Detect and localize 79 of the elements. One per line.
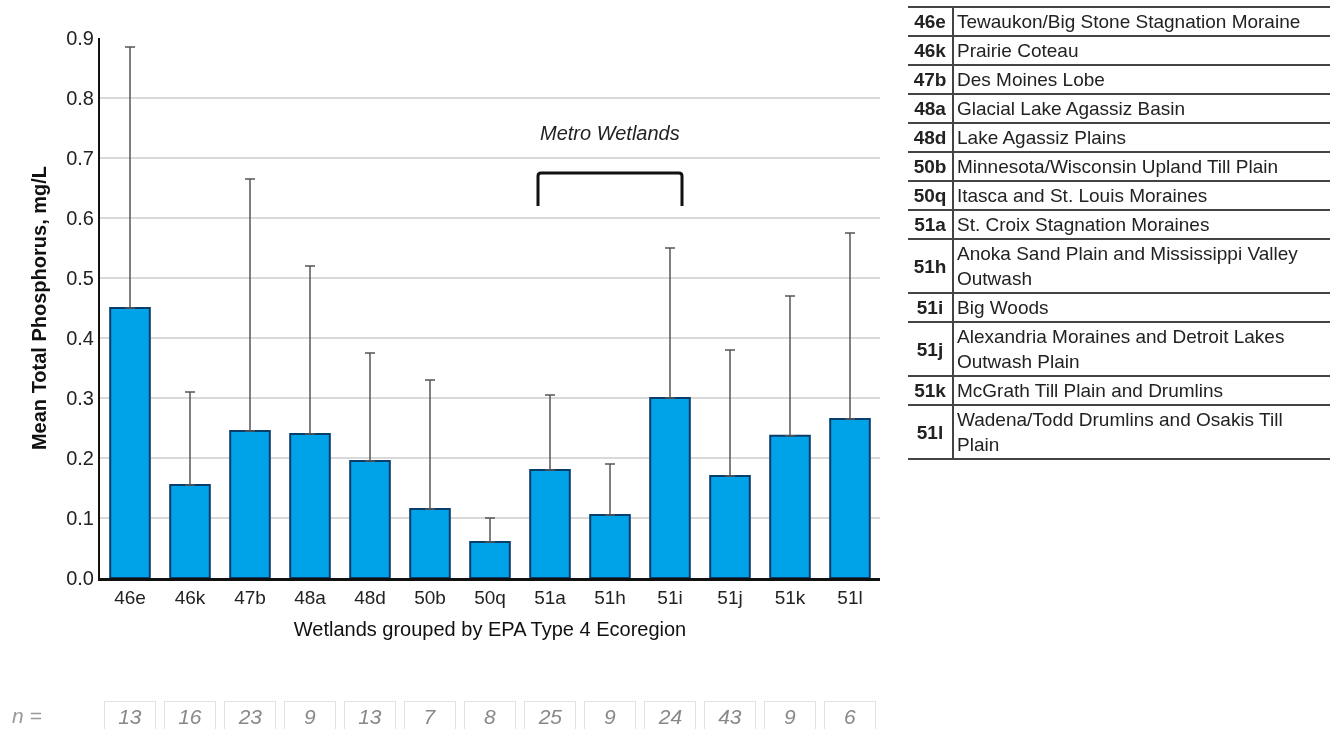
text: 0.0 — [66, 567, 94, 589]
text: 23 — [237, 704, 263, 728]
x-axis-title: Wetlands grouped by EPA Type 4 Ecoregion — [293, 618, 687, 641]
y-tick-label: 0.6 — [66, 207, 94, 229]
bar — [709, 475, 751, 578]
text: 51i — [908, 293, 953, 322]
text: Alexandria Moraines and Detroit Lakes Outwash Plain — [953, 322, 1330, 376]
text: 51a — [908, 210, 953, 239]
text: Anoka Sand Plain and Mississippi Valley Outwash — [953, 239, 1330, 293]
x-tick-label: 50q — [474, 586, 506, 608]
x-tick-label: 47b — [234, 586, 266, 608]
text: 25 — [537, 704, 563, 728]
text: 9 — [784, 704, 796, 728]
bar — [529, 469, 571, 578]
x-tick-label: 48a — [294, 586, 327, 608]
text: 50q — [908, 181, 953, 210]
x-tick-label: 51a — [534, 586, 567, 608]
text: 8 — [484, 704, 496, 728]
bar — [469, 541, 511, 578]
annotation: Metro Wetlands — [540, 122, 680, 144]
x-tick-label: 48d — [354, 586, 386, 608]
x-tick-label: 51i — [657, 586, 683, 608]
x-tick-label: 51j — [717, 586, 743, 608]
text: 48d — [908, 123, 953, 152]
text: 51h — [908, 239, 953, 293]
bar — [349, 460, 391, 578]
text: 24 — [657, 704, 683, 728]
bar — [289, 433, 331, 578]
x-tick-label: 50b — [414, 586, 446, 608]
bar — [409, 508, 451, 578]
text: Wadena/Todd Drumlins and Osakis Till Plain — [953, 405, 1330, 459]
text: 13 — [118, 704, 142, 728]
text: Big Woods — [953, 293, 1330, 322]
text: 51j — [908, 322, 953, 376]
y-tick-label: 0.7 — [66, 147, 94, 169]
y-tick-label: 0.2 — [66, 447, 94, 469]
bar — [769, 434, 811, 578]
y-tick-label: 0.9 — [66, 27, 94, 49]
text: Glacial Lake Agassiz Basin — [953, 94, 1330, 123]
y-tick-label: 0.5 — [66, 267, 94, 289]
text: St. Croix Stagnation Moraines — [953, 210, 1330, 239]
text: 9 — [604, 704, 616, 728]
text: Itasca and St. Louis Moraines — [953, 181, 1330, 210]
y-axis-title: Mean Total Phosphorus, mg/L — [28, 165, 51, 451]
x-tick-label: 46k — [174, 586, 206, 608]
bar — [829, 418, 871, 578]
text: 6 — [844, 704, 856, 728]
text: 46k — [908, 36, 953, 65]
text: Des Moines Lobe — [953, 65, 1330, 94]
x-tick-label: 51l — [837, 586, 863, 608]
bar — [109, 307, 151, 578]
y-tick-label: 0.1 — [66, 507, 94, 529]
text: 47b — [908, 65, 953, 94]
bar — [589, 514, 631, 578]
text: 48a — [908, 94, 953, 123]
text: Minnesota/Wisconsin Upland Till Plain — [953, 152, 1330, 181]
y-tick-label: 0.8 — [66, 87, 94, 109]
text: 51l — [908, 405, 953, 459]
text: 16 — [178, 704, 202, 728]
text: Prairie Coteau — [953, 36, 1330, 65]
bar — [649, 397, 691, 578]
text: 13 — [358, 704, 382, 728]
text: n = — [12, 704, 42, 727]
text: 46e — [908, 7, 953, 36]
text: McGrath Till Plain and Drumlins — [953, 376, 1330, 405]
x-tick-label: 51k — [774, 586, 806, 608]
text: 7 — [423, 704, 437, 728]
text: Lake Agassiz Plains — [953, 123, 1330, 152]
bar — [229, 430, 271, 578]
y-tick-label: 0.3 — [66, 387, 94, 409]
text: Tewaukon/Big Stone Stagnation Moraine — [953, 7, 1330, 36]
x-tick-label: 46e — [114, 586, 146, 608]
x-tick-label: 51h — [594, 586, 626, 608]
text: 43 — [718, 704, 742, 728]
text: 51k — [908, 376, 953, 405]
bar — [169, 484, 211, 578]
text: 50b — [908, 152, 953, 181]
y-tick-label: 0.4 — [66, 327, 94, 349]
text: 9 — [304, 704, 316, 728]
